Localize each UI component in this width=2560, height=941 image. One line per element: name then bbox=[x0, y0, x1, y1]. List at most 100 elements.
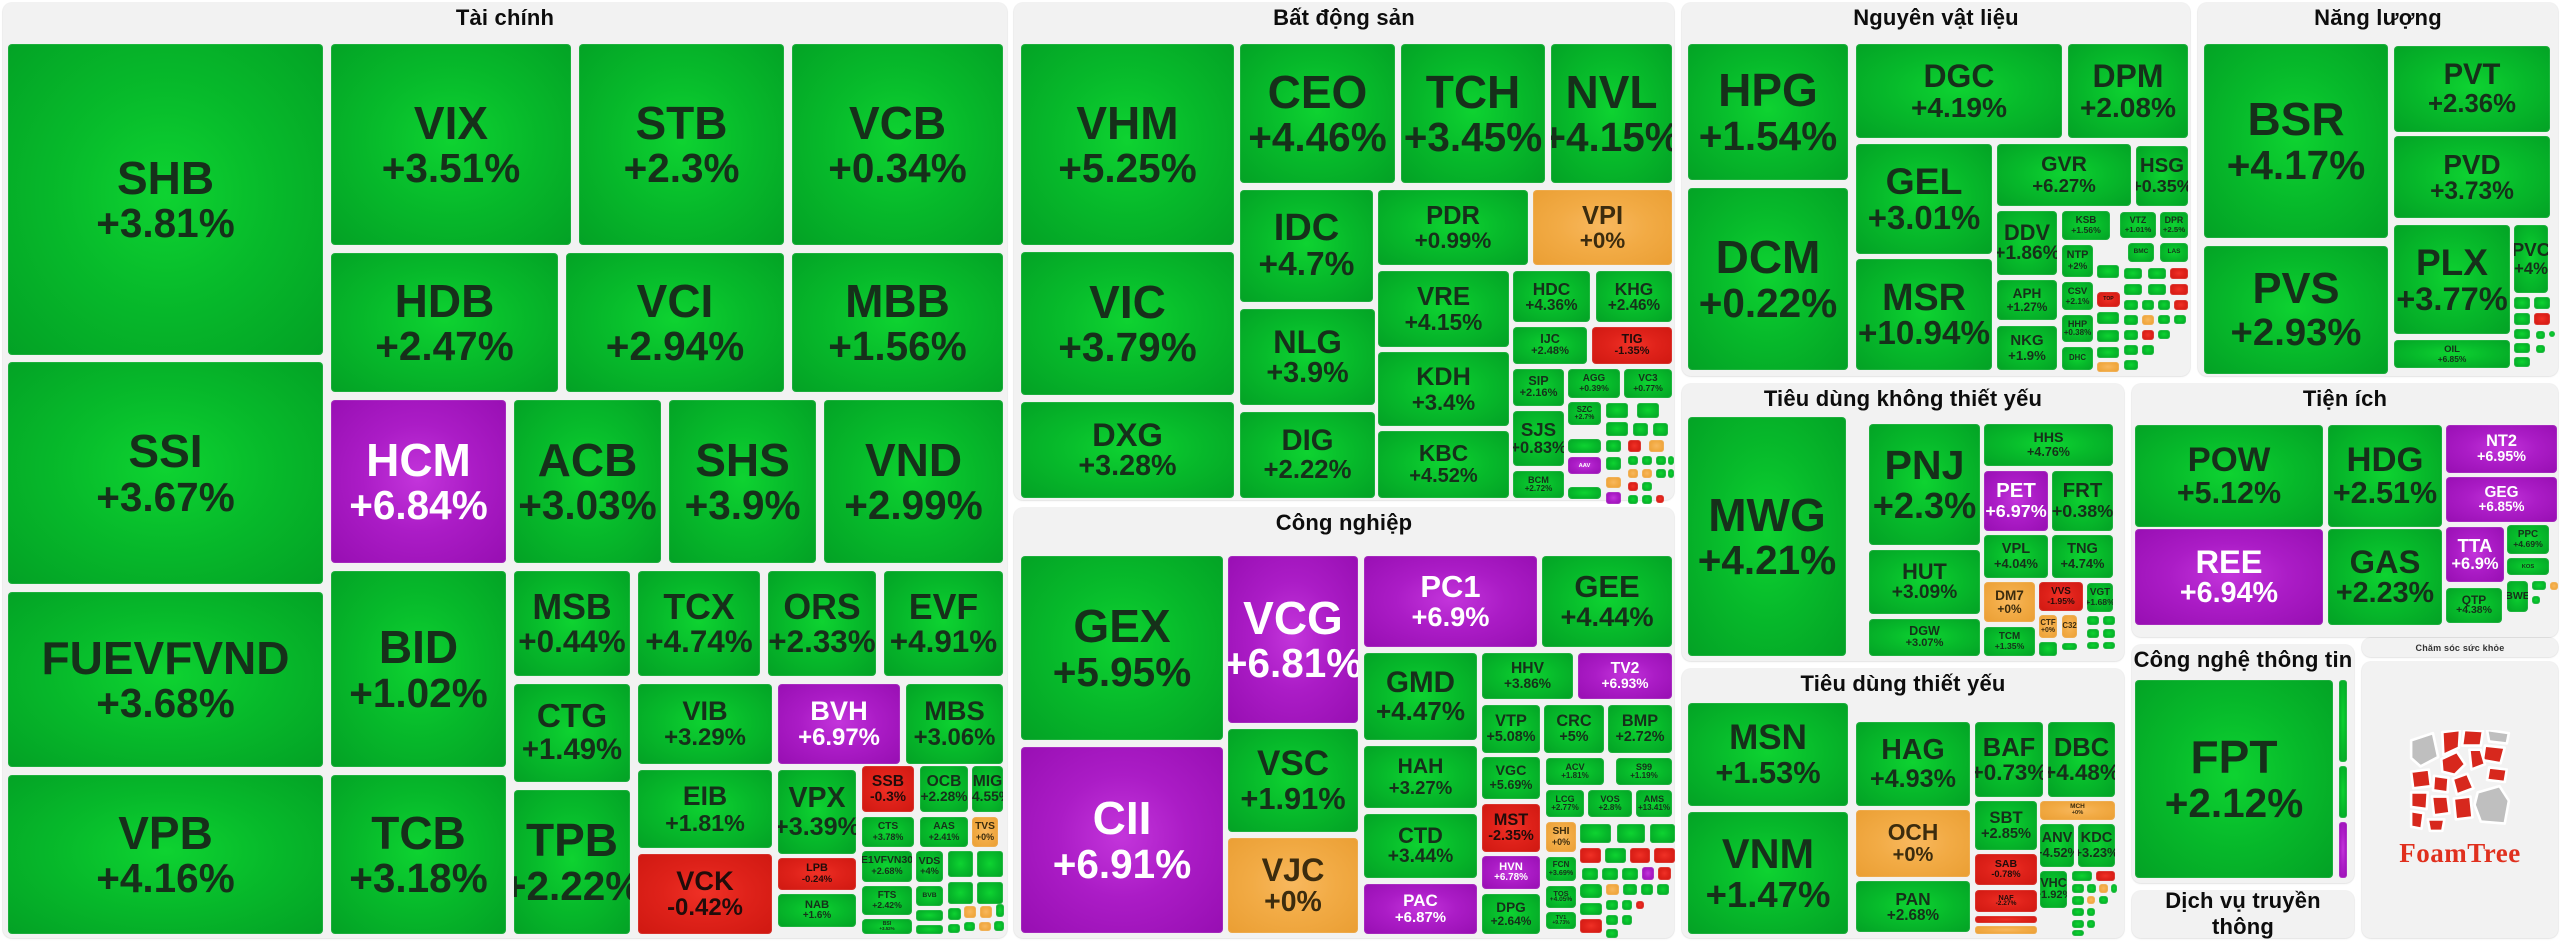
mini-stock-cell[interactable] bbox=[2514, 313, 2530, 325]
stock-cell-VPI[interactable]: VPI +0% bbox=[1533, 190, 1672, 265]
mini-stock-cell[interactable] bbox=[2072, 896, 2084, 905]
stock-cell-VCG[interactable]: VCG +6.81% bbox=[1228, 556, 1358, 723]
stock-cell-VIC[interactable]: VIC +3.79% bbox=[1021, 252, 1234, 395]
stock-cell-HUT[interactable]: HUT +3.09% bbox=[1869, 550, 1980, 614]
stock-cell-VGC[interactable]: VGC +5.69% bbox=[1482, 757, 1540, 799]
mini-stock-cell[interactable] bbox=[1656, 495, 1664, 503]
stock-cell-LPB[interactable]: LPB -0.24% bbox=[778, 858, 856, 890]
stock-cell-DXG[interactable]: DXG +3.28% bbox=[1021, 402, 1234, 498]
mini-stock-cell[interactable] bbox=[1656, 469, 1666, 478]
mini-stock-cell[interactable] bbox=[2514, 329, 2530, 339]
stock-cell-LCG[interactable]: LCG +2.77% bbox=[1546, 790, 1584, 817]
stock-cell-KBC[interactable]: KBC +4.52% bbox=[1378, 431, 1509, 498]
stock-cell-FCN[interactable]: FCN +3.69% bbox=[1546, 857, 1576, 881]
stock-cell-SHS[interactable]: SHS +3.9% bbox=[669, 400, 816, 563]
mini-stock-cell[interactable] bbox=[1641, 884, 1653, 895]
stock-cell-VCK[interactable]: VCK -0.42% bbox=[638, 854, 772, 934]
mini-stock-cell[interactable] bbox=[1622, 915, 1632, 925]
mini-stock-cell[interactable] bbox=[2087, 616, 2099, 625]
stock-cell-TV2[interactable]: TV2 +6.93% bbox=[1578, 653, 1672, 699]
stock-cell-PC1[interactable]: PC1 +6.9% bbox=[1364, 556, 1537, 647]
stock-cell-IJC[interactable]: IJC +2.48% bbox=[1513, 327, 1587, 364]
mini-stock-cell[interactable] bbox=[2124, 330, 2138, 340]
stock-cell-MSN[interactable]: MSN +1.53% bbox=[1688, 703, 1848, 806]
stock-cell-FPT[interactable]: FPT +2.12% bbox=[2135, 680, 2333, 878]
stock-cell-BVB[interactable]: BVB bbox=[916, 886, 943, 906]
stock-cell-SHI[interactable]: SHI +0% bbox=[1546, 822, 1576, 852]
stock-cell-SZC[interactable]: SZC +2.7% bbox=[1568, 402, 1601, 425]
mini-stock-cell[interactable] bbox=[1668, 456, 1674, 465]
stock-cell-NKG[interactable]: NKG +1.9% bbox=[1997, 326, 2057, 370]
mini-stock-cell[interactable] bbox=[1975, 916, 2037, 923]
stock-cell-HAH[interactable]: HAH +3.27% bbox=[1364, 746, 1477, 808]
stock-cell-OCB[interactable]: OCB +2.28% bbox=[920, 766, 968, 812]
mini-stock-cell[interactable] bbox=[2087, 629, 2099, 638]
mini-stock-cell[interactable] bbox=[2550, 582, 2558, 590]
stock-cell-VGT[interactable]: VGT+1.68% bbox=[2087, 583, 2113, 612]
mini-stock-cell[interactable] bbox=[1605, 848, 1626, 863]
stock-cell-ACV[interactable]: ACV +1.81% bbox=[1546, 758, 1604, 785]
stock-cell-TCH[interactable]: TCH +3.45% bbox=[1401, 44, 1545, 183]
stock-cell-NVL[interactable]: NVL+4.15% bbox=[1551, 44, 1672, 183]
mini-stock-cell[interactable] bbox=[2097, 312, 2119, 324]
stock-cell-GEX[interactable]: GEX +5.95% bbox=[1021, 556, 1223, 740]
stock-cell-DXS[interactable] bbox=[1568, 439, 1601, 453]
mini-stock-cell[interactable] bbox=[1654, 848, 1675, 863]
stock-cell-VIX[interactable]: VIX +3.51% bbox=[331, 44, 571, 245]
mini-stock-cell[interactable] bbox=[1602, 868, 1618, 880]
mini-stock-cell[interactable] bbox=[948, 924, 960, 933]
mini-stock-cell[interactable] bbox=[2339, 680, 2347, 762]
stock-cell-SHB[interactable]: SHB +3.81% bbox=[8, 44, 323, 355]
stock-cell-NAB[interactable]: NAB +1.6% bbox=[778, 894, 856, 927]
mini-stock-cell[interactable] bbox=[1650, 824, 1675, 843]
mini-stock-cell[interactable] bbox=[2072, 871, 2092, 881]
mini-stock-cell[interactable] bbox=[994, 921, 1004, 931]
mini-stock-cell[interactable] bbox=[1628, 440, 1641, 452]
mini-stock-cell[interactable] bbox=[2062, 643, 2077, 650]
mini-stock-cell[interactable] bbox=[1656, 456, 1666, 465]
stock-cell-PPC[interactable]: PPC +4.69% bbox=[2507, 525, 2549, 554]
stock-cell-MWG[interactable]: MWG +4.21% bbox=[1688, 417, 1846, 656]
mini-stock-cell[interactable] bbox=[2124, 284, 2142, 295]
stock-cell-VVS[interactable]: VVS -1.95% bbox=[2039, 582, 2083, 611]
stock-cell-HHV[interactable]: HHV +3.86% bbox=[1482, 653, 1573, 699]
stock-cell-KDH[interactable]: KDH +3.4% bbox=[1378, 352, 1509, 426]
stock-cell-VTZ[interactable]: VTZ +1.01% bbox=[2120, 212, 2156, 238]
mini-stock-cell[interactable] bbox=[979, 922, 991, 931]
stock-cell-MIG[interactable]: MIG+4.55% bbox=[972, 766, 1003, 812]
stock-cell-VHM[interactable]: VHM +5.25% bbox=[1021, 44, 1234, 245]
stock-cell-SSB[interactable]: SSB -0.3% bbox=[862, 766, 914, 812]
stock-cell-EVF[interactable]: EVF +4.91% bbox=[884, 571, 1003, 676]
mini-stock-cell[interactable] bbox=[996, 904, 1004, 917]
stock-cell-TCX[interactable]: TCX +4.74% bbox=[638, 571, 760, 676]
mini-stock-cell[interactable] bbox=[2158, 315, 2170, 324]
stock-cell-DPG[interactable]: DPG +2.64% bbox=[1482, 894, 1540, 934]
mini-stock-cell[interactable] bbox=[1975, 926, 2037, 934]
stock-cell-HPG[interactable]: HPG +1.54% bbox=[1688, 44, 1848, 180]
stock-cell-IDC[interactable]: IDC +4.7% bbox=[1240, 190, 1373, 302]
stock-cell-CII[interactable]: CII +6.91% bbox=[1021, 747, 1223, 933]
mini-stock-cell[interactable] bbox=[2532, 581, 2546, 590]
stock-cell-AMS[interactable]: AMS +13.41% bbox=[1636, 790, 1672, 817]
stock-cell-PDR[interactable]: PDR +0.99% bbox=[1378, 190, 1528, 265]
stock-cell-SSI[interactable]: SSI +3.67% bbox=[8, 362, 323, 584]
mini-stock-cell[interactable] bbox=[2534, 297, 2550, 309]
stock-cell-BWE[interactable]: BWE bbox=[2507, 581, 2528, 612]
stock-cell-APH[interactable]: APH +1.27% bbox=[1997, 280, 2057, 320]
stock-cell-AGG[interactable]: AGG +0.39% bbox=[1568, 369, 1620, 398]
mini-stock-cell[interactable] bbox=[1606, 900, 1618, 910]
mini-stock-cell[interactable] bbox=[948, 851, 973, 877]
stock-cell-CTD[interactable]: CTD +3.44% bbox=[1364, 814, 1477, 878]
mini-stock-cell[interactable] bbox=[2072, 908, 2084, 916]
stock-cell-FUEVFVND[interactable]: FUEVFVND +3.68% bbox=[8, 592, 323, 767]
stock-cell-ACB[interactable]: ACB +3.03% bbox=[514, 400, 661, 563]
stock-cell-KHG[interactable]: KHG +2.46% bbox=[1596, 271, 1672, 322]
stock-cell-GEE[interactable]: GEE +4.44% bbox=[1542, 556, 1672, 647]
stock-cell-DGW[interactable]: DGW +3.07% bbox=[1869, 619, 1980, 656]
mini-stock-cell[interactable] bbox=[1628, 469, 1638, 478]
mini-stock-cell[interactable] bbox=[1653, 423, 1668, 436]
stock-cell-EIB[interactable]: EIB +1.81% bbox=[638, 770, 772, 848]
stock-cell-VIB[interactable]: VIB +3.29% bbox=[638, 684, 772, 764]
mini-stock-cell[interactable] bbox=[2534, 313, 2550, 325]
stock-cell-HVN[interactable]: HVN +6.78% bbox=[1482, 856, 1540, 889]
